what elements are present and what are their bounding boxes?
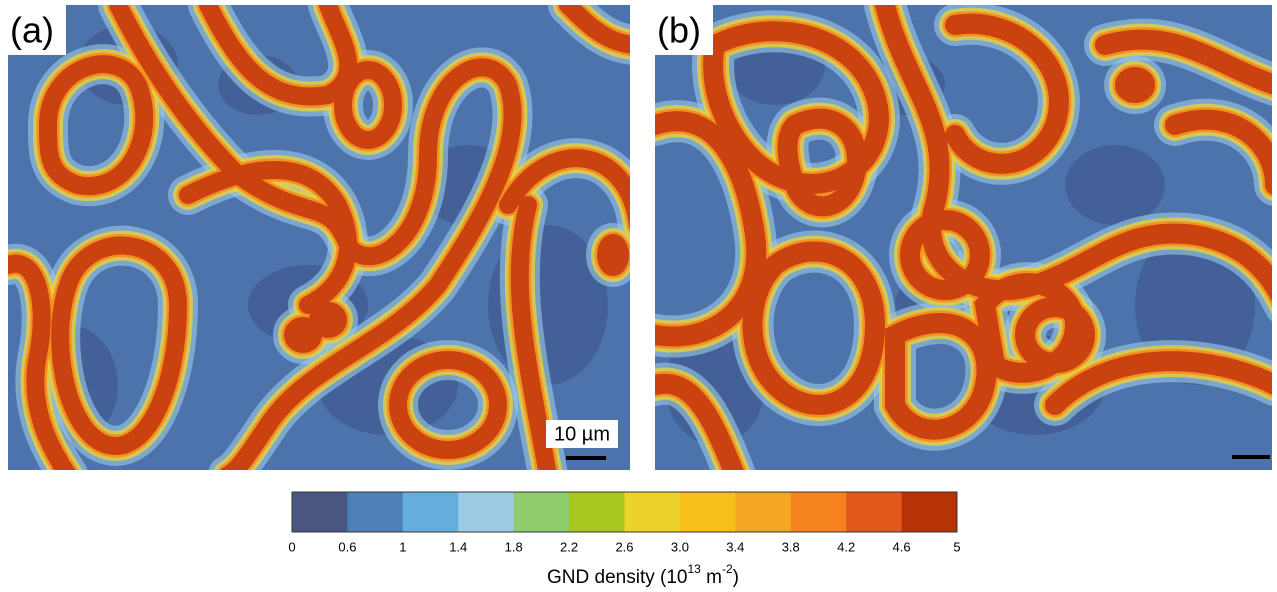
figure-canvas: (a) (b) 10 µm 0 0.6 1 1.4 1.8 2.2 2.6 3.0 3.4 3.8… <box>0 0 1277 592</box>
colorbar-segment <box>791 492 847 532</box>
colorbar-segment <box>625 492 681 532</box>
colorbar-segment <box>846 492 902 532</box>
colorbar-segment <box>902 492 958 532</box>
colorbar: 0 0.6 1 1.4 1.8 2.2 2.6 3.0 3.4 3.8 4.2 4.6 5 <box>288 492 960 554</box>
map-patch <box>1065 145 1165 225</box>
colorbar-tick-label: 3.8 <box>782 539 800 554</box>
scale-bar-label: 10 µm <box>554 423 610 445</box>
colorbar-tick-label: 3.0 <box>671 539 689 554</box>
colorbar-label: GND density (1013 m-2) <box>547 562 739 588</box>
colorbar-tick-label: 2.2 <box>560 539 578 554</box>
colorbar-segment <box>403 492 459 532</box>
colorbar-segment <box>458 492 514 532</box>
grain-boundary <box>606 243 620 267</box>
colorbar-tick-label: 1.8 <box>505 539 523 554</box>
colorbar-tick-label: 2.6 <box>615 539 633 554</box>
colorbar-tick-label: 4.6 <box>893 539 911 554</box>
figure: (a) (b) 10 µm 0 0.6 1 1.4 1.8 2.2 2.6 3.0 3.4 3.8… <box>0 0 1277 592</box>
colorbar-tick-label: 0 <box>288 539 295 554</box>
map-b <box>655 5 1277 475</box>
grain-boundary <box>318 311 338 329</box>
colorbar-tick-label: 3.4 <box>726 539 744 554</box>
colorbar-segment <box>347 492 403 532</box>
colorbar-tick-label: 1 <box>399 539 406 554</box>
colorbar-segment <box>292 492 348 532</box>
map-a <box>8 5 648 475</box>
grain-boundary <box>1125 77 1145 93</box>
colorbar-segment <box>514 492 570 532</box>
colorbar-segment <box>680 492 736 532</box>
colorbar-tick-label: 1.4 <box>449 539 467 554</box>
panel-label: (a) <box>10 10 54 51</box>
colorbar-segment <box>735 492 791 532</box>
panel-label: (b) <box>657 10 701 51</box>
colorbar-tick-label: 5 <box>953 539 960 554</box>
colorbar-segment <box>569 492 625 532</box>
grain-boundary <box>293 326 313 344</box>
colorbar-tick-label: 4.2 <box>837 539 855 554</box>
colorbar-tick-label: 0.6 <box>338 539 356 554</box>
